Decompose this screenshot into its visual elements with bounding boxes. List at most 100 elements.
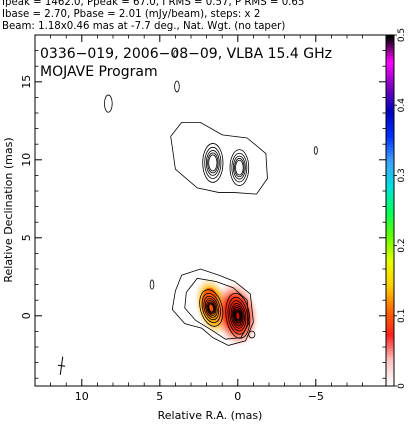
colorbar-strip [386, 70, 394, 74]
colorbar-strip [386, 280, 394, 285]
core-contour [227, 296, 249, 335]
north-east-contour [205, 150, 220, 176]
colorbar-strip [386, 134, 394, 138]
noise-contour [149, 279, 155, 290]
colorbar-strip [386, 210, 394, 214]
colorbar-tick-label: 0.1 [397, 309, 407, 323]
colorbar-strip [386, 143, 394, 147]
colorbar-strip [386, 295, 394, 299]
north-west-contour [234, 158, 245, 178]
colorbar-strip [386, 35, 394, 39]
colorbar-strip [386, 99, 394, 103]
colorbar-strip [386, 169, 394, 173]
y-tick-label: 5 [20, 234, 33, 241]
colorbar-strip [386, 190, 394, 194]
colorbar-strip [386, 266, 394, 270]
colorbar-strip [386, 377, 394, 381]
colorbar-strip [386, 128, 394, 133]
plot-frame [34, 34, 387, 387]
jet-contour [203, 295, 220, 321]
colorbar-strip [386, 163, 394, 168]
colorbar: 0 0.1 0.2 0.3 0.4 0.5 [385, 28, 407, 389]
core-contour [232, 307, 243, 325]
colorbar-strip [386, 181, 394, 185]
north-east-contour [208, 154, 218, 172]
colorbar-strip [386, 298, 394, 302]
colorbar-strip [386, 333, 394, 337]
colorbar-strip [386, 380, 394, 384]
colorbar-strip [386, 201, 394, 206]
colorbar-strip [386, 119, 394, 124]
colorbar-strip [386, 152, 394, 156]
x-tick-label: 10 [75, 390, 89, 403]
core-contour [235, 311, 241, 320]
core-contour [234, 310, 241, 321]
colorbar-strip [386, 73, 394, 77]
colorbar-strip [386, 222, 394, 226]
colorbar-strip [386, 81, 394, 86]
colorbar-strip [386, 178, 394, 182]
colorbar-strip [386, 242, 394, 247]
header-line-2: Ibase = 2.70, Pbase = 2.01 (mJy/beam), s… [2, 9, 261, 20]
colorbar-strip [386, 283, 394, 288]
polarization-fill-core [213, 281, 259, 347]
colorbar-strip [386, 362, 394, 367]
colorbar-strip [386, 78, 394, 83]
colorbar-strip [386, 195, 394, 200]
noise-contour [248, 330, 256, 339]
colorbar-strip [386, 149, 394, 153]
x-tick-label: −5 [308, 390, 324, 403]
colorbar-strip [386, 61, 394, 65]
colorbar-strip [386, 131, 394, 135]
colorbar-strip [386, 365, 394, 369]
colorbar-tick-label: 0 [397, 383, 407, 389]
colorbar-strip [386, 225, 394, 229]
colorbar-strip [386, 175, 394, 179]
x-axis-label: Relative R.A. (mas) [158, 409, 263, 422]
north-west-contour [229, 149, 250, 186]
colorbar-strip [386, 137, 394, 141]
colorbar-strip [386, 204, 394, 209]
colorbar-strip [386, 260, 394, 264]
core-contour [229, 300, 247, 332]
colorbar-strip [386, 345, 394, 349]
colorbar-strip [386, 233, 394, 238]
outer-contour-north [170, 121, 268, 195]
jet-contour [199, 289, 224, 327]
core-contour [233, 308, 242, 324]
chart-subtitle: MOJAVE Program [40, 64, 158, 80]
core-contour [234, 309, 242, 322]
y-tick-label: 0 [20, 312, 33, 319]
colorbar-strip [386, 154, 394, 159]
core-contour [230, 303, 245, 329]
colorbar-strip [386, 257, 394, 261]
colorbar-strip [386, 289, 394, 293]
colorbar-strip [386, 292, 394, 296]
colorbar-strip [386, 359, 394, 364]
colorbar-strip [386, 58, 394, 62]
x-tick-label: 0 [234, 390, 241, 403]
colorbar-strip [386, 245, 394, 250]
colorbar-strip [386, 350, 394, 355]
colorbar-strip [386, 52, 394, 56]
colorbar-tick-label: 0.4 [397, 98, 407, 113]
colorbar-strip [386, 301, 394, 305]
colorbar-strip [386, 102, 394, 106]
colorbar-strip [386, 157, 394, 162]
colorbar-tick-label: 0.2 [397, 238, 407, 252]
colorbar-strip [386, 40, 394, 45]
colorbar-strip [386, 277, 394, 282]
jet-contour [207, 302, 215, 314]
colorbar-strip [386, 46, 394, 51]
colorbar-strip [386, 75, 394, 80]
colorbar-strip [386, 263, 394, 267]
jet-contour [207, 301, 216, 315]
y-tick-label: 15 [20, 75, 33, 89]
colorbar-strip [386, 87, 394, 92]
colorbar-strip [386, 309, 394, 314]
y-axis-label: Relative Declination (mas) [2, 137, 15, 282]
colorbar-strip [386, 108, 394, 112]
colorbar-strip [386, 113, 394, 118]
colorbar-strip [386, 312, 394, 317]
